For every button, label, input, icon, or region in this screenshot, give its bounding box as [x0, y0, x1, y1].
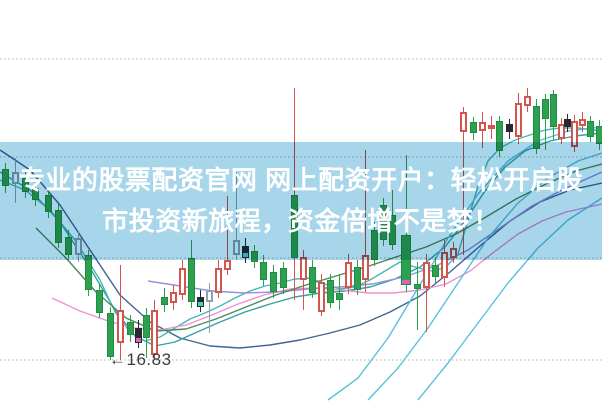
- candle-down: [188, 258, 195, 302]
- candle-up: [460, 112, 467, 132]
- candle-up: [488, 125, 495, 129]
- candle-wick: [303, 250, 304, 310]
- candle-wick: [426, 254, 427, 332]
- candle-down: [327, 280, 334, 303]
- candle-up: [558, 124, 565, 139]
- candle-up: [579, 119, 586, 126]
- candle-dark: [197, 297, 204, 307]
- candle-up: [423, 262, 430, 288]
- candle-up: [515, 103, 522, 137]
- candle-up: [224, 260, 231, 270]
- candle-up: [318, 282, 325, 312]
- candle-down: [270, 272, 277, 292]
- promo-banner-overlay: [0, 142, 602, 260]
- candle-down: [161, 297, 168, 305]
- candle-down: [414, 284, 421, 289]
- candle-up: [170, 292, 177, 303]
- candle-down: [470, 122, 477, 133]
- candle-mark: [402, 280, 410, 284]
- candle-up: [151, 310, 158, 355]
- candle-up: [215, 268, 222, 293]
- candle-mark: [136, 338, 141, 342]
- candle-up: [479, 122, 486, 131]
- candle-down: [96, 290, 103, 313]
- candle-wick: [417, 262, 418, 330]
- candle-down: [127, 322, 134, 335]
- candle-dark: [564, 119, 571, 127]
- candle-down: [143, 315, 150, 338]
- candle-down: [550, 94, 557, 127]
- candle-wick: [339, 274, 340, 310]
- promo-banner-text: 专业的股票配资官网 网上配资开户：轻松开启股 市投资新旅程，资金倍增不是梦！: [0, 142, 602, 260]
- candle-dark: [506, 124, 513, 132]
- candle-down: [260, 262, 267, 280]
- candle-up: [524, 96, 531, 106]
- candle-down: [309, 267, 316, 293]
- low-price-annotation: ←16.83: [109, 350, 172, 369]
- candle-down: [587, 121, 594, 137]
- candle-down: [354, 267, 361, 290]
- candle-down: [107, 313, 114, 357]
- banner-text-line2: 市投资新旅程，资金倍增不是梦！: [102, 206, 500, 236]
- candle-wick: [209, 283, 210, 333]
- candle-up: [300, 257, 307, 280]
- candle-mark: [198, 302, 203, 306]
- banner-text-line1: 专业的股票配资官网 网上配资开户：轻松开启股: [18, 165, 584, 195]
- candle-up: [179, 268, 186, 295]
- candle-down: [280, 268, 287, 288]
- candle-down: [432, 265, 439, 277]
- candle-dark: [135, 328, 142, 343]
- candle-up: [117, 310, 124, 343]
- candle-gray: [206, 290, 213, 302]
- candle-down: [85, 255, 92, 290]
- candle-up: [345, 262, 352, 288]
- candle-down: [336, 293, 343, 300]
- candle-down: [542, 99, 549, 119]
- candle-wick: [545, 94, 546, 150]
